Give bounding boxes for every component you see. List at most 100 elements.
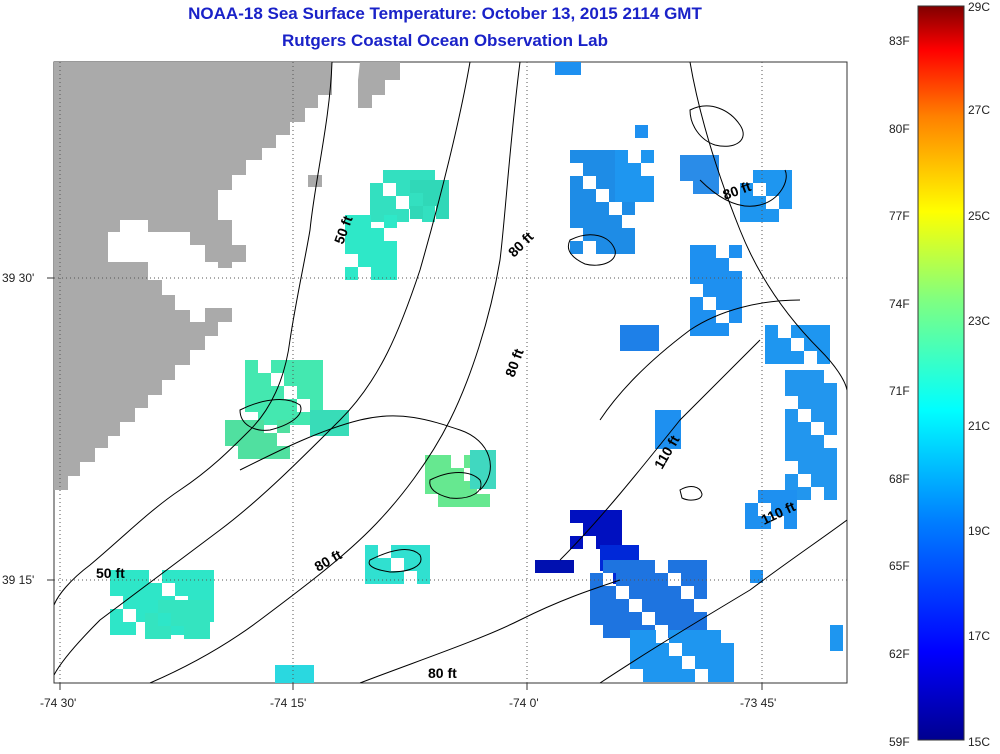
colorbar-label-f: 62F xyxy=(889,647,910,661)
sst-pixel xyxy=(753,170,766,183)
sst-pixel xyxy=(396,170,409,183)
sst-pixel xyxy=(301,678,314,683)
sst-pixel xyxy=(590,573,603,586)
colorbar-label-c: 21C xyxy=(968,419,991,433)
colorbar-label-f: 71F xyxy=(889,384,910,398)
sst-pixel xyxy=(615,176,628,189)
sst-pixel xyxy=(483,463,496,476)
sst-pixel xyxy=(641,189,654,202)
sst-pixel xyxy=(251,433,264,446)
sst-pixel xyxy=(690,245,703,258)
sst-pixel xyxy=(811,474,824,487)
sst-pixel xyxy=(629,573,642,586)
sst-pixel xyxy=(310,386,323,399)
colorbar-label-f: 74F xyxy=(889,297,910,311)
sst-pixel xyxy=(201,583,214,596)
colorbar-label-c: 25C xyxy=(968,209,991,223)
sst-pixel xyxy=(277,446,290,459)
sst-pixel xyxy=(201,570,214,583)
sst-pixel xyxy=(785,448,798,461)
sst-pixel xyxy=(668,612,681,625)
sst-pixel xyxy=(690,310,703,323)
sst-pixel xyxy=(779,196,792,209)
sst-pixel xyxy=(721,669,734,682)
sst-pixel xyxy=(358,254,371,267)
sst-pixel xyxy=(184,600,197,613)
sst-pixel xyxy=(681,612,694,625)
sst-pixel xyxy=(708,656,721,669)
sst-pixel xyxy=(745,516,758,529)
sst-pixel xyxy=(785,383,798,396)
sst-pixel xyxy=(158,600,171,613)
sst-pixel xyxy=(603,586,616,599)
sst-pixel xyxy=(451,494,464,507)
sst-pixel xyxy=(646,338,659,351)
sst-pixel xyxy=(817,338,830,351)
sst-pixel xyxy=(275,678,288,683)
sst-pixel xyxy=(628,189,641,202)
sst-pixel xyxy=(721,656,734,669)
sst-pixel xyxy=(729,310,742,323)
sst-pixel xyxy=(583,150,596,163)
sst-pixel xyxy=(275,665,288,678)
sst-pixel xyxy=(409,170,422,183)
sst-pixel xyxy=(370,183,383,196)
sst-pixel xyxy=(345,241,358,254)
sst-pixel xyxy=(197,626,210,639)
sst-pixel xyxy=(596,215,609,228)
sst-pixel xyxy=(641,150,654,163)
sst-pixel xyxy=(785,435,798,448)
sst-pixel xyxy=(583,202,596,215)
sst-pixel xyxy=(477,494,490,507)
map-title: NOAA-18 Sea Surface Temperature: October… xyxy=(188,4,702,23)
sst-pixel xyxy=(310,373,323,386)
sst-pixel xyxy=(695,630,708,643)
sst-pixel xyxy=(753,209,766,222)
sst-pixel xyxy=(642,599,655,612)
colorbar-label-f: 68F xyxy=(889,472,910,486)
sst-pixel xyxy=(642,573,655,586)
sst-pixel xyxy=(716,297,729,310)
sst-pixel xyxy=(288,665,301,678)
colorbar-label-f: 59F xyxy=(889,735,910,749)
sst-pixel xyxy=(184,613,197,626)
sst-pixel xyxy=(669,669,682,682)
lat-label: 39 30' xyxy=(2,271,35,285)
sst-pixel xyxy=(811,461,824,474)
sst-pixel xyxy=(596,163,609,176)
colorbar-label-c: 29C xyxy=(968,0,991,14)
sst-pixel xyxy=(590,612,603,625)
sst-pixel xyxy=(423,193,436,206)
sst-pixel xyxy=(301,665,314,678)
sst-pixel xyxy=(694,560,707,573)
sst-pixel xyxy=(655,612,668,625)
sst-pixel xyxy=(779,183,792,196)
graticule xyxy=(54,62,847,683)
sst-pixel xyxy=(798,383,811,396)
sst-pixel xyxy=(616,612,629,625)
colorbar-label-c: 17C xyxy=(968,629,991,643)
sst-pixel xyxy=(682,643,695,656)
sst-pixel xyxy=(690,323,703,336)
sst-pixel xyxy=(642,586,655,599)
sst-pixel xyxy=(785,474,798,487)
sst-pixel xyxy=(596,176,609,189)
sst-pixel xyxy=(824,474,837,487)
sst-pixel xyxy=(635,125,648,138)
sst-pixel xyxy=(603,560,616,573)
sst-pixel xyxy=(384,241,397,254)
sst-pixel xyxy=(197,613,210,626)
sst-pixel xyxy=(622,202,635,215)
sst-pixel xyxy=(396,209,409,222)
lon-label: -73 45' xyxy=(740,696,777,710)
sst-pixel xyxy=(258,386,271,399)
sst-pixel xyxy=(740,196,753,209)
sst-pixel xyxy=(384,267,397,280)
sst-pixel xyxy=(603,625,616,638)
sst-pixel xyxy=(184,626,197,639)
sst-pixel xyxy=(568,62,581,75)
sst-pixel xyxy=(310,360,323,373)
sst-pixel xyxy=(620,338,633,351)
sst-pixel xyxy=(555,62,568,75)
sst-pixel xyxy=(110,570,123,583)
